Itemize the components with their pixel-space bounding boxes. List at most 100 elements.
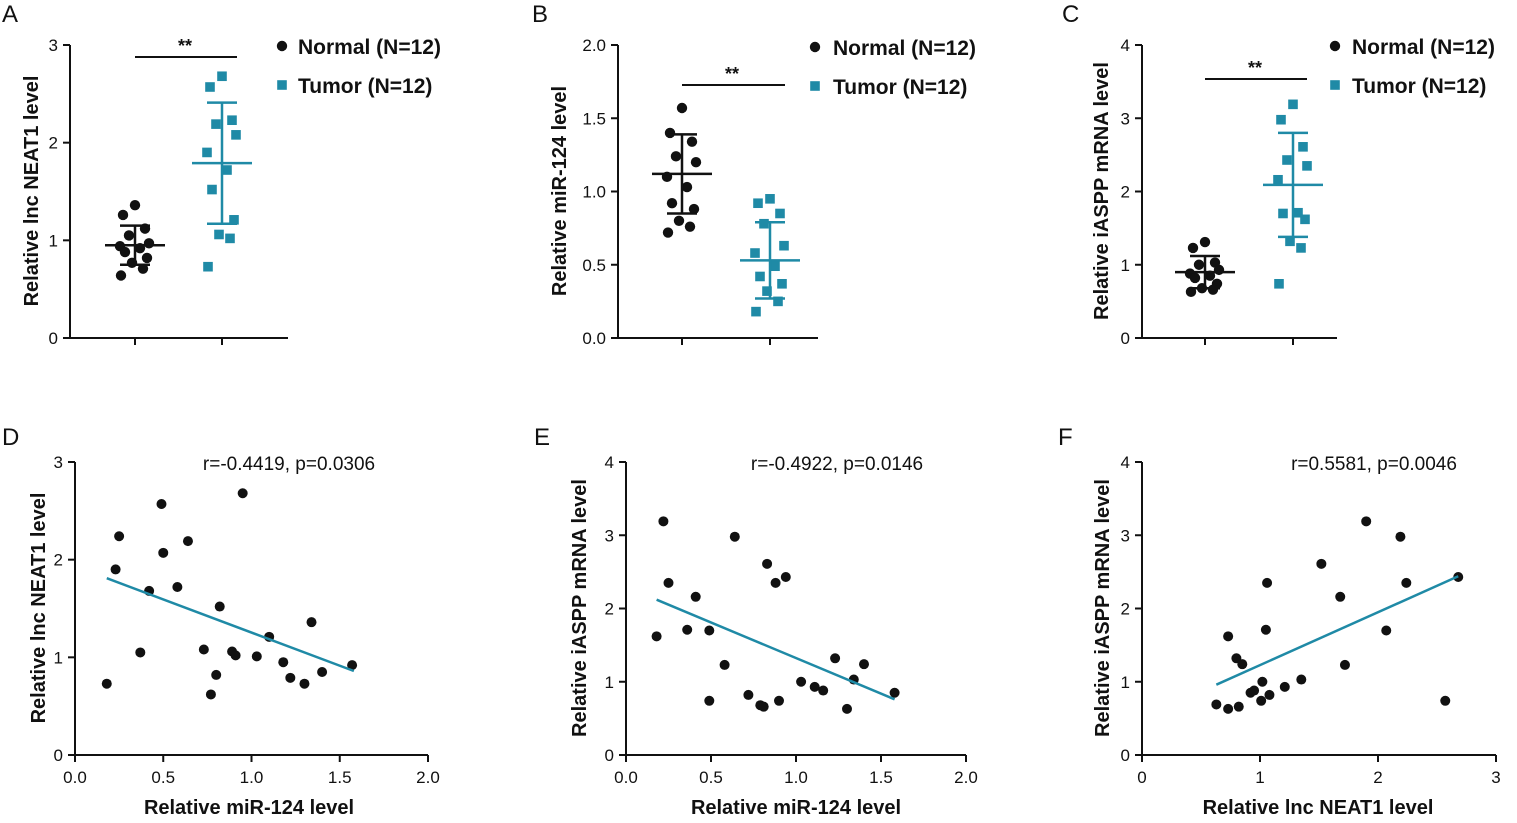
legend-normal-marker [809, 41, 821, 53]
legend-tumor-label: Tumor (N=12) [298, 75, 432, 98]
y-tick-label: 4 [1121, 453, 1130, 472]
data-point [237, 488, 248, 499]
x-tick-label: 0.5 [151, 768, 175, 787]
data-point [1256, 695, 1267, 706]
data-point [1339, 659, 1350, 670]
normal-data-point [684, 221, 696, 232]
data-point [729, 531, 740, 542]
y-axis-title: Relative iASPP mRNA level [569, 479, 591, 737]
significance-label: ** [1248, 58, 1262, 78]
data-point [306, 617, 317, 628]
panel-a: A Relative lnc NEAT1 level ** Normal (N=… [2, 1, 441, 348]
data-point [758, 701, 769, 712]
tumor-data-point [750, 248, 760, 258]
y-tick-label: 4 [605, 453, 614, 472]
x-axis-title: Relative lnc NEAT1 level [1203, 797, 1434, 819]
normal-data-point [123, 230, 135, 241]
x-tick-label: 1.5 [328, 768, 352, 787]
data-point [1279, 681, 1290, 692]
x-tick-label: 2 [1373, 768, 1382, 787]
panel-label: F [1058, 424, 1073, 451]
tumor-data-point [225, 233, 235, 244]
x-tick-label: 3 [1491, 768, 1500, 787]
tumor-data-point [227, 115, 237, 126]
y-axis-title: Relative lnc NEAT1 level [21, 76, 43, 307]
x-tick-label: 1 [1255, 768, 1264, 787]
normal-data-point [666, 198, 678, 209]
tumor-data-point [775, 208, 785, 219]
normal-data-point [1199, 236, 1211, 248]
tumor-data-point [1288, 99, 1298, 110]
x-tick-label: 0.0 [63, 768, 87, 787]
tumor-data-point [205, 82, 215, 92]
tumor-data-point [751, 306, 761, 317]
tumor-data-point [217, 71, 227, 82]
x-tick-label: 2.0 [954, 768, 978, 787]
y-tick-label: 1 [1121, 673, 1130, 692]
legend-normal-marker [1329, 40, 1341, 52]
data-point [1316, 558, 1327, 569]
data-point [1262, 577, 1273, 588]
data-point [809, 681, 820, 692]
data-point [1395, 531, 1406, 542]
data-point [1211, 699, 1222, 710]
normal-data-point [1213, 264, 1225, 276]
significance-label: ** [725, 64, 739, 84]
normal-data-point [673, 215, 685, 226]
data-point [158, 547, 169, 558]
tumor-data-point [214, 229, 224, 240]
tumor-data-point [202, 147, 212, 158]
normal-data-point [676, 102, 688, 114]
y-tick-label: 1 [49, 231, 58, 250]
tumor-data-point [753, 198, 763, 209]
y-tick-label: 0 [605, 746, 614, 765]
tumor-data-point [1293, 207, 1303, 218]
data-point [205, 689, 216, 700]
data-point [704, 625, 715, 636]
normal-data-point [681, 181, 693, 193]
y-tick-label: 2 [1121, 183, 1130, 202]
data-point [830, 653, 841, 664]
panel-d: D Relative lnc NEAT1 level Relative miR-… [2, 424, 440, 819]
y-tick-label: 2 [49, 134, 58, 153]
data-point [1260, 624, 1271, 635]
tumor-data-point [1276, 114, 1286, 125]
data-point [743, 689, 754, 700]
panel-label: A [2, 1, 18, 28]
normal-data-point [686, 136, 698, 147]
tumor-data-point [1285, 236, 1295, 247]
legend-tumor-marker [1330, 80, 1340, 90]
normal-data-point [1193, 259, 1205, 270]
data-point [172, 582, 183, 593]
tumor-data-point [755, 271, 765, 282]
legend-tumor-label: Tumor (N=12) [833, 76, 967, 99]
legend-tumor-marker [810, 81, 820, 91]
regression-line [1215, 575, 1459, 686]
tumor-data-point [765, 194, 775, 204]
data-point [198, 644, 209, 655]
data-point [101, 678, 112, 689]
tumor-data-point [229, 215, 239, 225]
legend-normal-label: Normal (N=12) [833, 37, 976, 60]
data-point [796, 676, 807, 687]
data-point [1264, 689, 1275, 700]
y-tick-label: 4 [1121, 36, 1130, 55]
tumor-data-point [773, 296, 783, 307]
normal-data-point [690, 157, 702, 168]
tumor-data-point [1302, 161, 1312, 171]
x-axis-title: Relative miR-124 level [691, 797, 901, 819]
data-point [889, 687, 900, 698]
x-tick-label: 0 [1137, 768, 1146, 787]
data-point [251, 651, 262, 662]
data-point [682, 624, 693, 635]
y-tick-label: 2 [605, 600, 614, 619]
data-point [651, 631, 662, 642]
data-point [214, 601, 225, 612]
x-axis-title: Relative miR-124 level [144, 797, 354, 819]
data-point [1381, 625, 1392, 636]
x-tick-label: 0.5 [699, 768, 723, 787]
y-tick-label: 3 [1121, 526, 1130, 545]
normal-data-point [1187, 242, 1199, 254]
y-tick-label: 0 [49, 329, 58, 348]
